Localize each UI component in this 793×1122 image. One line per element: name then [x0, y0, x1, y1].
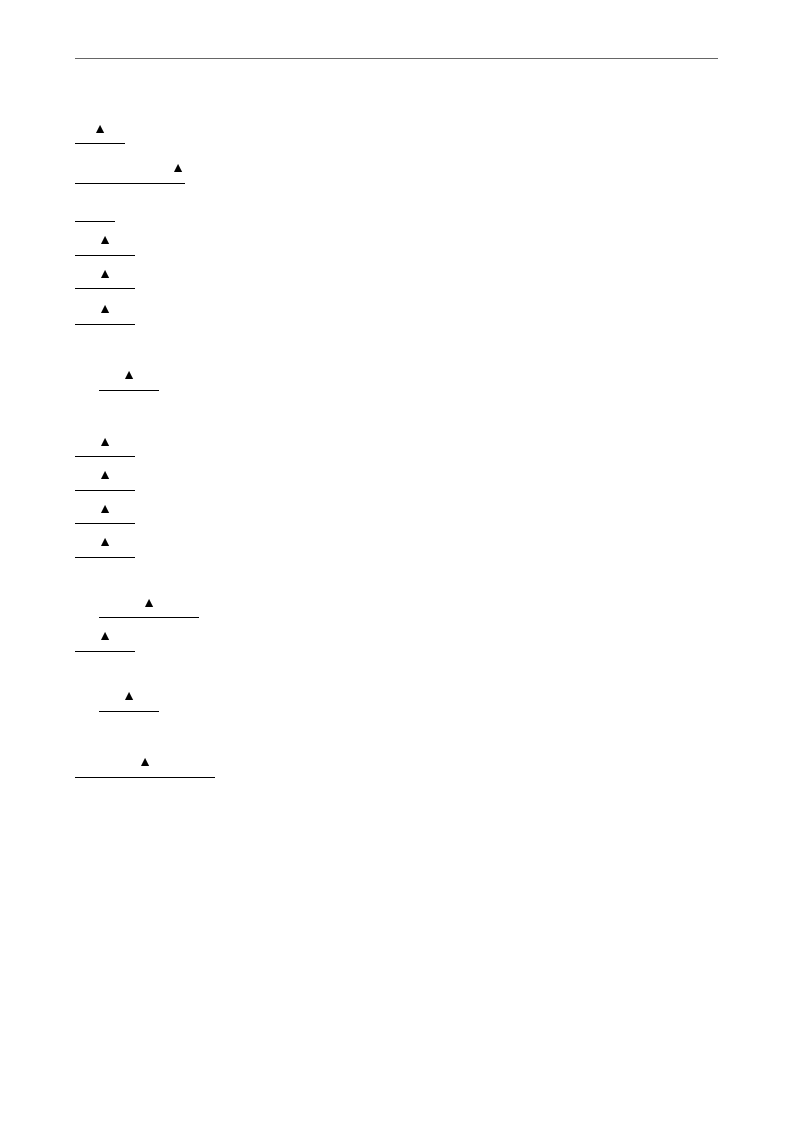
question-2: ▲ — [75, 156, 508, 222]
text — [75, 689, 99, 704]
question-4: ▲ — [75, 262, 508, 290]
answer-blank: ▲ — [75, 156, 185, 184]
answer-blank: ▲ — [75, 297, 135, 325]
answer-blank-cont — [75, 194, 115, 222]
question-7: ▲ — [75, 430, 718, 458]
answer-blank: ▲ — [99, 591, 199, 619]
question-9: ▲ — [75, 497, 718, 525]
answer-blank: ▲ — [75, 497, 135, 525]
question-8: ▲ — [75, 463, 718, 491]
answer-blank: ▲ — [99, 684, 159, 712]
page: ▲ ▲ ▲ — [0, 0, 793, 1122]
left-col: ▲ ▲ ▲ ▲ — [75, 150, 508, 331]
answer-blank: ▲ — [75, 463, 135, 491]
answer-blank: ▲ — [75, 750, 215, 778]
text — [75, 368, 99, 383]
question-14-line3: ▲ — [75, 750, 718, 778]
question-5: ▲ — [75, 295, 508, 325]
header-divider — [75, 58, 718, 59]
question-12: ▲ — [75, 624, 718, 652]
question-6: ▲ — [75, 337, 718, 391]
answer-blank: ▲ — [75, 530, 135, 558]
q6-chart — [513, 150, 713, 290]
answer-blank: ▲ — [75, 117, 125, 145]
row-q2-chart: ▲ ▲ ▲ ▲ — [75, 150, 718, 331]
answer-blank: ▲ — [99, 363, 159, 391]
answer-blank: ▲ — [75, 262, 135, 290]
question-1: ▲ — [75, 90, 718, 144]
answer-blank: ▲ — [75, 624, 135, 652]
answer-blank: ▲ — [75, 430, 135, 458]
question-3: ▲ — [75, 228, 508, 256]
question-13: ▲ — [75, 658, 718, 712]
question-11: ▲ — [75, 564, 718, 618]
chart-box — [508, 150, 718, 299]
answer-blank: ▲ — [75, 228, 135, 256]
question-10: ▲ — [75, 530, 718, 558]
question-15 — [75, 817, 718, 844]
